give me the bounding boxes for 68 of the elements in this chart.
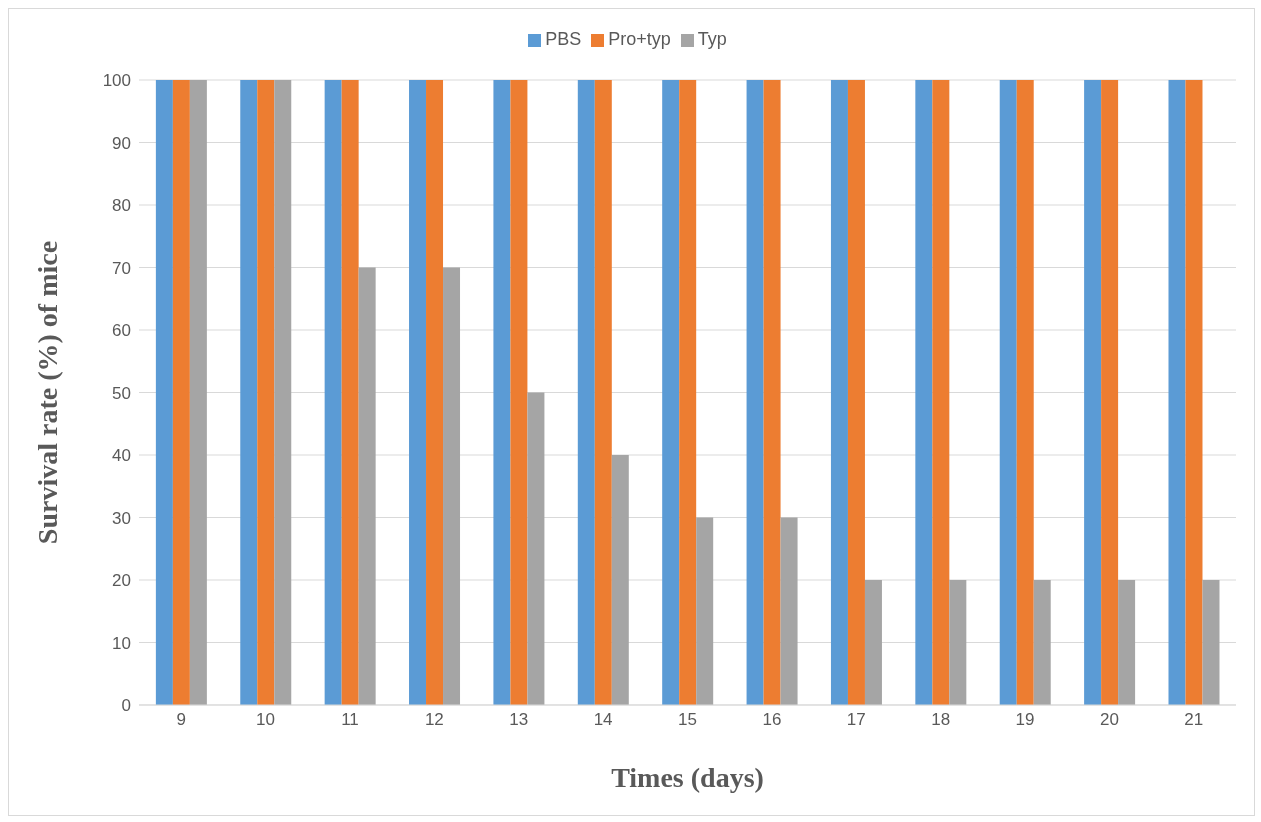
y-tick-label: 50 [112,383,131,403]
bar [257,80,275,705]
y-tick-label: 90 [112,133,131,153]
y-tick-label: 10 [112,633,131,653]
x-tick-label: 20 [1099,710,1119,730]
y-tick-label: 40 [112,446,131,466]
x-tick-label: 19 [1015,710,1035,730]
x-tick-label: 9 [176,710,186,730]
bar [949,580,967,705]
bar [611,455,629,705]
bar [864,580,882,705]
bar [1202,580,1220,705]
bar [1118,580,1136,705]
bar [1016,80,1034,705]
y-tick-label: 70 [112,258,131,278]
y-tick-label: 30 [112,508,131,528]
y-tick-label: 100 [102,71,131,91]
bar [932,80,950,705]
x-tick-label: 11 [341,710,359,730]
bar [1084,80,1102,705]
y-tick-label: 80 [112,196,131,216]
bar [746,80,764,705]
x-tick-label: 17 [846,710,866,730]
bar [443,267,461,705]
bar [189,80,207,705]
y-tick-label: 20 [112,571,131,591]
bar [577,80,595,705]
bar [240,80,258,705]
bar [696,517,714,705]
bar [830,80,848,705]
bar [1168,80,1186,705]
y-tick-label: 0 [121,696,131,716]
x-tick-label: 16 [762,710,782,730]
legend-label: Typ [697,29,727,49]
bar [999,80,1017,705]
bar [172,80,190,705]
bar [274,80,292,705]
bar [915,80,933,705]
bar [409,80,427,705]
x-tick-label: 12 [424,710,444,730]
y-axis-title: Survival rate (%) of mice [31,240,63,545]
x-tick-label: 18 [931,710,951,730]
bar [510,80,528,705]
legend-label: PBS [545,29,582,49]
x-tick-label: 15 [678,710,697,730]
bar [358,267,376,705]
x-axis-title: Times (days) [611,762,764,793]
bar [763,80,781,705]
bar [426,80,444,705]
bar [155,80,173,705]
bar [780,517,798,705]
bar [493,80,511,705]
y-tick-label: 60 [112,321,131,341]
bar [1033,580,1051,705]
x-tick-label: 14 [593,710,613,730]
x-tick-label: 21 [1184,710,1204,730]
bar [1101,80,1119,705]
x-tick-label: 13 [509,710,529,730]
bar [594,80,612,705]
bar [847,80,865,705]
x-tick-label: 10 [256,710,276,730]
bar [341,80,359,705]
bar [1185,80,1203,705]
bar [527,392,545,705]
bar [324,80,342,705]
legend-label: Pro+typ [608,29,671,49]
bar [679,80,697,705]
bar [662,80,680,705]
